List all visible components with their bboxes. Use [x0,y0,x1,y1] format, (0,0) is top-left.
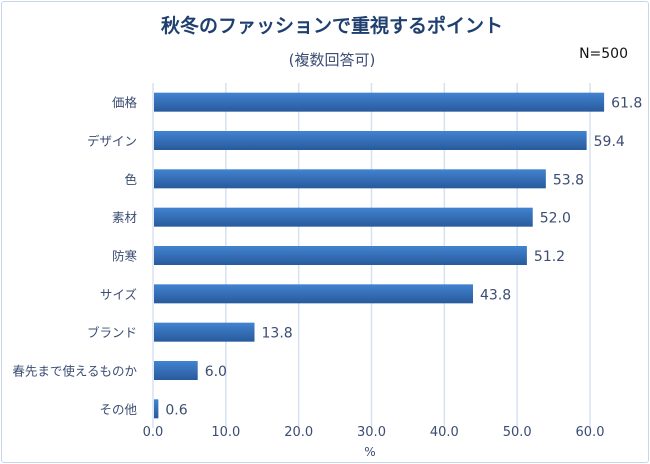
category-label: その他 [99,402,137,417]
value-label: 52.0 [540,211,571,227]
chart-subtitle: (複数回答可) [289,51,376,69]
bar [154,246,527,265]
category-label: 防寒 [112,249,138,264]
x-axis-label: % [364,445,375,459]
bar [154,284,474,304]
x-tick-label: 20.0 [284,425,313,440]
bar [154,92,605,112]
x-tick-label: 40.0 [430,425,459,440]
category-label: 素材 [112,210,137,225]
category-label: サイズ [100,287,137,302]
category-label: ブランド [87,325,137,340]
x-tick-label: 60.0 [576,425,605,440]
x-tick-label: 10.0 [211,425,240,440]
value-label: 13.8 [262,326,293,342]
value-label: 6.0 [205,364,227,380]
bar [154,169,546,189]
bar [154,131,587,150]
bar [154,207,533,227]
value-label: 53.8 [553,172,584,188]
value-label: 51.2 [534,249,565,265]
sample-size: N=500 [579,46,628,62]
chart-title: 秋冬のファッションで重視するポイント [161,14,503,37]
bar [154,361,198,380]
value-label: 0.6 [165,402,187,418]
value-label: 43.8 [480,287,511,303]
value-label: 61.8 [611,96,642,112]
bar [154,399,159,419]
bar [154,322,255,342]
x-tick-label: 50.0 [503,425,532,440]
value-label: 59.4 [594,134,625,150]
category-label: デザイン [87,134,137,149]
category-label: 価格 [112,95,138,110]
category-label: 春先まで使えるものか [12,364,137,379]
category-label: 色 [124,172,137,187]
x-tick-label: 0.0 [143,425,164,440]
x-tick-label: 30.0 [357,425,386,440]
